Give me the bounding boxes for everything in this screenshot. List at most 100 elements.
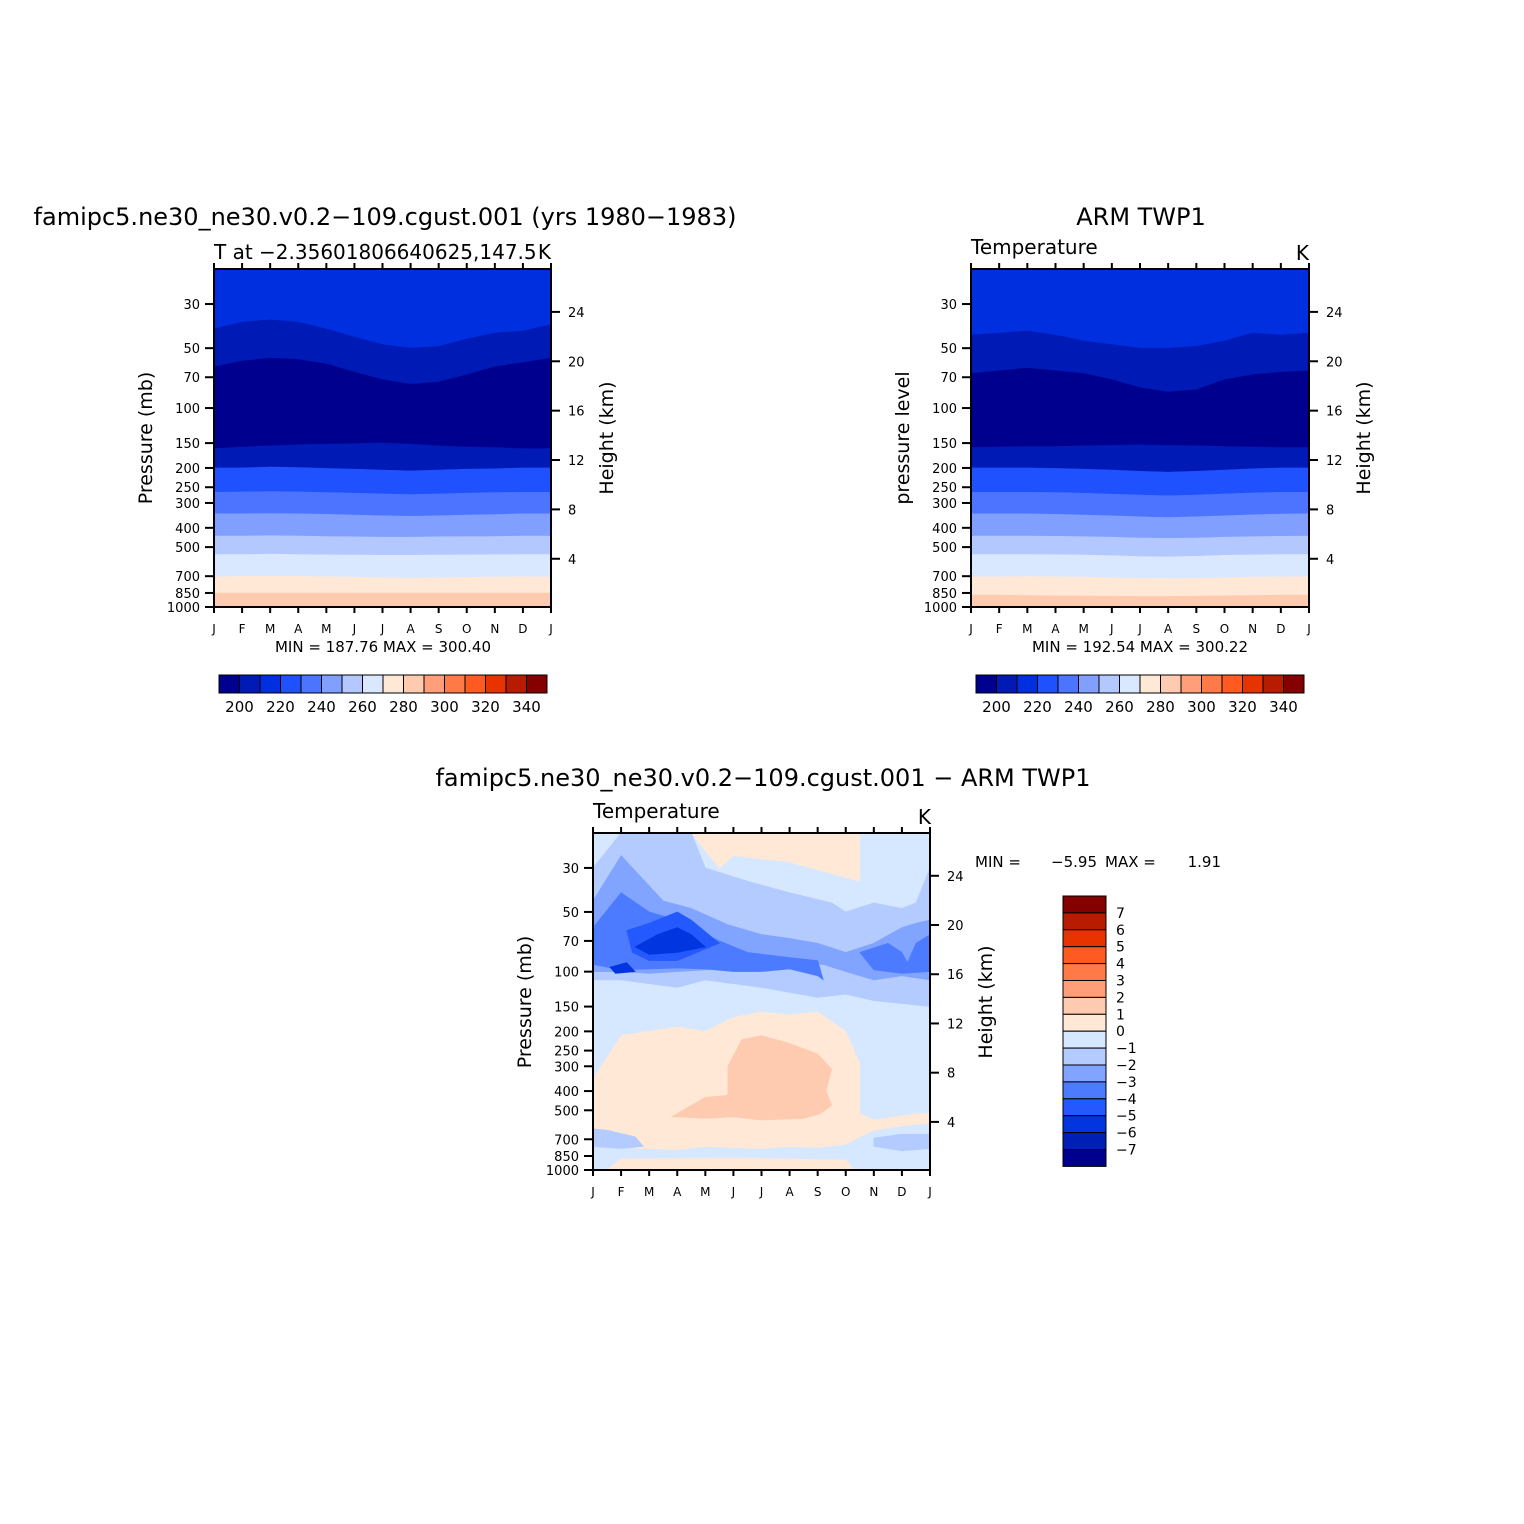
diff-region-13 <box>634 927 706 955</box>
colorbar-swatch <box>218 674 240 694</box>
panel-model-htick-label: 12 <box>568 454 585 469</box>
colorbar-label: −6 <box>1116 1126 1137 1142</box>
panel-obs-xtick-label: M <box>1022 622 1032 636</box>
colorbar-label: 240 <box>1064 698 1093 716</box>
colorbar-label: 220 <box>266 698 295 716</box>
panel-obs-ylabel-right: Height (km) <box>1353 381 1375 494</box>
colorbar-swatch <box>1062 946 1107 965</box>
colorbar-swatch <box>464 674 486 694</box>
panel-diff-xtick-label: N <box>869 1185 878 1199</box>
diff-region-2 <box>606 1157 855 1170</box>
colorbar-swatch <box>1201 674 1223 694</box>
colorbar-label: 2 <box>1116 990 1125 1006</box>
panel-obs-xtick-label: O <box>1220 622 1229 636</box>
colorbar-label: 200 <box>982 698 1011 716</box>
panel-model-ytick-label: 1000 <box>167 601 200 616</box>
colorbar-swatch <box>403 674 425 694</box>
panel-diff-ylabel: Pressure (mb) <box>514 936 536 1069</box>
panel-model-xtick-label: N <box>490 622 499 636</box>
diff-region-4 <box>670 1035 833 1121</box>
panel-obs-xtick-label: J <box>968 622 973 636</box>
colorbar-swatch <box>1078 674 1100 694</box>
diff-region-1 <box>690 833 861 882</box>
colorbar-swatch <box>321 674 343 694</box>
colorbar-swatch <box>1062 1149 1107 1167</box>
panel-obs-ytick-label: 150 <box>932 437 957 452</box>
panel-model-ytick-label: 250 <box>175 481 200 496</box>
colorbar-swatch <box>1037 674 1059 694</box>
panel-diff: famipc5.ne30_ne30.v0.2−109.cgust.001 − A… <box>435 764 1221 1199</box>
colorbar-label: 3 <box>1116 974 1125 990</box>
colorbar-swatch <box>996 674 1018 694</box>
colorbar-label: 280 <box>1146 698 1175 716</box>
colorbar-label: 4 <box>1116 957 1125 973</box>
panel-diff-ytick-label: 150 <box>554 1001 579 1016</box>
panel-diff-ytick-label: 100 <box>554 966 579 981</box>
panel-diff-xtick-label: M <box>644 1185 654 1199</box>
panel-obs-htick-label: 20 <box>1326 355 1343 370</box>
panel-obs-xtick-label: S <box>1193 622 1201 636</box>
panel-model-htick-label: 20 <box>568 355 585 370</box>
colorbar-swatch <box>1062 1098 1107 1117</box>
diff-region-6 <box>593 1128 645 1149</box>
panel-obs-xtick-label: A <box>1051 622 1060 636</box>
diff-region-7 <box>873 1133 930 1152</box>
panel-diff-max-label: MAX = <box>1105 853 1156 871</box>
colorbar-swatch <box>1062 1030 1107 1049</box>
panel-obs-xtick-label: J <box>1137 622 1142 636</box>
panel-model-ytick-label: 50 <box>183 342 200 357</box>
panel-model-ylabel-right: Height (km) <box>596 381 618 494</box>
colorbar-swatch <box>1242 674 1264 694</box>
panel-obs-left-subtitle: Temperature <box>970 235 1098 259</box>
panel-diff-ytick-label: 200 <box>554 1025 579 1040</box>
panel-diff-ytick-label: 50 <box>562 906 579 921</box>
panel-diff-ytick-label: 30 <box>562 862 579 877</box>
colorbar-swatch <box>1062 912 1107 931</box>
colorbar-swatch <box>362 674 384 694</box>
panel-model-ytick-label: 30 <box>183 298 200 313</box>
panel-diff-xtick-label: A <box>785 1185 794 1199</box>
colorbar-swatch <box>1057 674 1079 694</box>
panel-model-ytick-label: 150 <box>175 437 200 452</box>
colorbar-label: 240 <box>307 698 336 716</box>
panel-obs-ytick-label: 1000 <box>924 601 957 616</box>
panel-diff-min-value: −5.95 <box>1051 853 1097 871</box>
colorbar-label: 340 <box>512 698 541 716</box>
colorbar-label: 280 <box>389 698 418 716</box>
colorbar-swatch <box>382 674 404 694</box>
colorbar-swatch <box>1016 674 1038 694</box>
panel-diff-ytick-label: 250 <box>554 1045 579 1060</box>
panel-obs-ylabel: pressure level <box>892 371 914 504</box>
panel-obs-xtick-label: J <box>1306 622 1311 636</box>
colorbar-swatch <box>259 674 281 694</box>
panel-model: famipc5.ne30_ne30.v0.2−109.cgust.001 (yr… <box>34 203 737 716</box>
panel-obs-htick-label: 4 <box>1326 553 1334 568</box>
panel-obs-ytick-label: 400 <box>932 522 957 537</box>
panel-diff-xtick-label: J <box>927 1185 932 1199</box>
diff-region-10 <box>859 934 930 974</box>
panel-model-minmax: MIN = 187.76 MAX = 300.40 <box>275 638 491 656</box>
panel-model-xtick-label: D <box>518 622 527 636</box>
colorbar-label: 260 <box>348 698 377 716</box>
colorbar-swatch <box>1119 674 1141 694</box>
colorbar-swatch <box>300 674 322 694</box>
panel-diff-ytick-label: 500 <box>554 1104 579 1119</box>
colorbar-label: −5 <box>1116 1109 1137 1125</box>
contour-band-1 <box>214 592 551 607</box>
panel-obs-ytick-label: 500 <box>932 541 957 556</box>
colorbar-swatch <box>1062 996 1107 1015</box>
colorbar-label: 320 <box>471 698 500 716</box>
colorbar-swatch <box>444 674 466 694</box>
colorbar-swatch <box>341 674 363 694</box>
panel-obs-ytick-label: 30 <box>940 298 957 313</box>
panel-obs-right-subtitle: K <box>1296 241 1310 265</box>
panel-diff-xtick-label: F <box>618 1185 625 1199</box>
colorbar-label: 5 <box>1116 940 1125 956</box>
panel-model-xtick-label: J <box>548 622 553 636</box>
colorbar-swatch <box>1062 963 1107 981</box>
panel-obs-ytick-label: 850 <box>932 587 957 602</box>
panel-diff-xtick-label: S <box>814 1185 822 1199</box>
